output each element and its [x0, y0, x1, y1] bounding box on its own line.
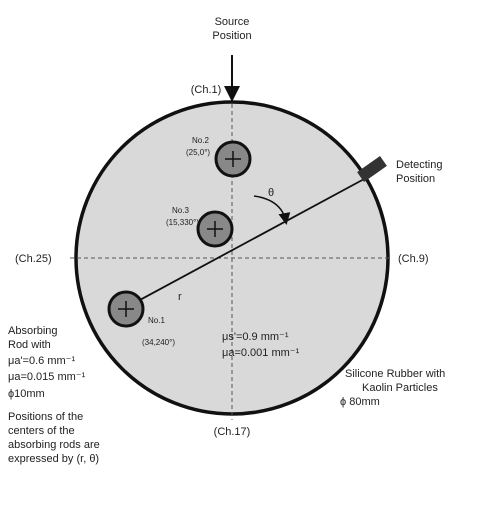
label: Silicone Rubber with: [345, 368, 445, 380]
rod-label: (15,330°): [166, 218, 199, 227]
note: Positions of the: [8, 411, 83, 423]
rod-label: No.2: [192, 136, 209, 145]
label: θ: [268, 187, 274, 199]
label: Position: [212, 30, 251, 42]
label: Absorbing: [8, 325, 58, 337]
label: (Ch.17): [214, 426, 251, 438]
label: μa=0.015 mm⁻¹: [8, 371, 86, 383]
note: expressed by (r, θ): [8, 453, 99, 465]
theta-arc: [253, 195, 291, 225]
label: μa'=0.6 mm⁻¹: [8, 355, 75, 367]
label: Detecting: [396, 159, 442, 171]
label: r: [178, 291, 182, 303]
rod: [107, 290, 145, 328]
rod-label: (25,0°): [186, 148, 210, 157]
label: ϕ 80mm: [340, 396, 380, 408]
label: Source: [215, 16, 250, 28]
note: centers of the: [8, 425, 75, 437]
rod: [196, 210, 234, 248]
detector: [357, 156, 387, 182]
label: μa=0.001 mm⁻¹: [222, 347, 300, 359]
label: ϕ10mm: [8, 388, 45, 400]
rod-label: (34,240°): [142, 338, 175, 347]
label: μs'=0.9 mm⁻¹: [222, 331, 289, 343]
rod-label: No.1: [148, 316, 165, 325]
label: Position: [396, 173, 435, 185]
label: (Ch.1): [191, 84, 222, 96]
label: (Ch.25): [15, 253, 52, 265]
label: (Ch.9): [398, 253, 429, 265]
note: absorbing rods are: [8, 439, 100, 451]
label: Rod with: [8, 339, 51, 351]
rod: [214, 140, 252, 178]
rod-label: No.3: [172, 206, 189, 215]
label: Kaolin Particles: [362, 382, 438, 394]
path-line: [124, 177, 367, 309]
